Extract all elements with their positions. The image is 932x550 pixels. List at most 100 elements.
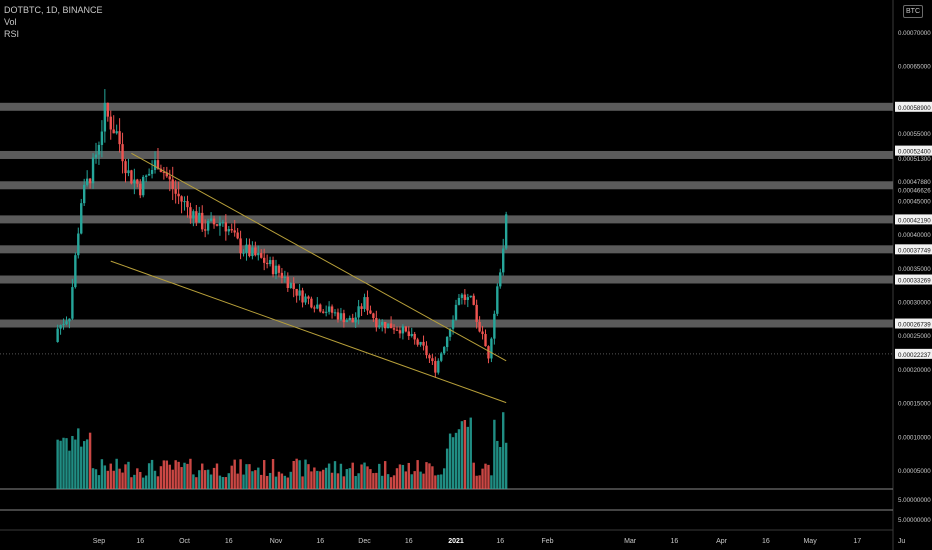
trendline-0 — [131, 152, 507, 362]
candle-body — [260, 252, 263, 258]
candle-body — [460, 294, 464, 298]
volume-bar — [239, 459, 242, 489]
candle-body — [127, 170, 130, 174]
candle-body — [218, 222, 222, 226]
volume-bar — [260, 474, 263, 489]
candle-body — [124, 161, 127, 174]
candle-body — [283, 276, 287, 279]
candle-body — [195, 211, 198, 223]
time-axis-label: 16 — [496, 538, 504, 545]
candle-body — [221, 222, 225, 224]
volume-bar — [469, 417, 472, 489]
volume-bar — [383, 461, 387, 489]
candle-body — [153, 160, 157, 170]
candle-body — [230, 229, 233, 231]
rsi-indicator-label[interactable]: RSI — [4, 29, 20, 39]
resistance-zone-3 — [0, 215, 893, 224]
volume-bar — [112, 470, 115, 489]
candle-body — [472, 295, 475, 305]
volume-bar — [230, 465, 233, 489]
volume-bar — [339, 463, 343, 489]
time-axis-label: 2021 — [448, 538, 464, 545]
volume-bar — [407, 462, 410, 489]
volume-bar — [268, 472, 272, 489]
volume-bar — [201, 463, 204, 489]
candle-body — [496, 286, 499, 314]
candle-body — [301, 290, 304, 303]
volume-bar — [233, 459, 236, 489]
volume-bar — [478, 475, 481, 489]
candle-body — [289, 283, 292, 288]
volume-bar — [171, 469, 174, 489]
candle-body — [59, 325, 62, 329]
candle-body — [316, 304, 319, 309]
symbol-title[interactable]: DOTBTC, 1D, BINANCE — [4, 5, 103, 15]
candle-body — [227, 229, 230, 232]
volume-bar — [80, 446, 83, 489]
candle-body — [251, 247, 254, 257]
price-axis-label: 0.00025000 — [898, 333, 931, 340]
candle-body — [504, 214, 508, 249]
price-axis-label: 0.00022237 — [898, 352, 931, 359]
volume-bar — [94, 469, 98, 489]
candle-body — [493, 313, 496, 339]
volume-bar — [71, 435, 74, 489]
candle-body — [448, 328, 452, 337]
volume-bar — [327, 463, 331, 489]
candle-body — [457, 297, 461, 305]
candle-body — [389, 323, 393, 329]
chart-legend: DOTBTC, 1D, BINANCE Vol RSI — [4, 4, 103, 40]
candle-body — [139, 183, 142, 196]
candle-body — [106, 102, 110, 117]
candle-body — [271, 260, 275, 275]
currency-badge[interactable]: BTC — [903, 5, 923, 18]
candle-body — [313, 307, 316, 309]
volume-bar — [410, 474, 413, 489]
candle-body — [386, 323, 390, 329]
candle-body — [369, 310, 372, 314]
candle-body — [142, 176, 145, 196]
volume-bar — [88, 432, 92, 489]
volume-bar — [248, 464, 251, 489]
volume-bar — [437, 474, 440, 489]
candle-body — [97, 144, 101, 155]
candle-body — [398, 330, 402, 334]
candle-body — [236, 232, 239, 239]
candle-body — [407, 331, 410, 337]
volume-indicator-label[interactable]: Vol — [4, 17, 17, 27]
volume-bar — [118, 468, 121, 489]
volume-bar — [392, 475, 396, 489]
candle-body — [490, 338, 493, 359]
candle-body — [322, 311, 325, 313]
price-axis-label: 0.00026739 — [898, 322, 931, 329]
price-tag-box — [895, 101, 932, 112]
candle-body — [183, 201, 186, 203]
volume-bar — [277, 471, 281, 489]
candle-body — [437, 360, 440, 373]
candle-body — [165, 172, 169, 177]
candle-body — [62, 324, 65, 326]
volume-bar — [330, 472, 334, 489]
candle-body — [440, 353, 443, 361]
candle-body — [85, 178, 89, 185]
volume-bar — [224, 477, 228, 489]
volume-bar — [245, 464, 248, 489]
volume-bar — [254, 470, 257, 489]
candle-body — [413, 333, 416, 340]
price-axis-label: 0.00052400 — [898, 149, 931, 156]
volume-bar — [280, 473, 284, 489]
candle-body — [147, 173, 151, 176]
candle-body — [327, 306, 331, 312]
candle-body — [416, 339, 419, 345]
candle-body — [372, 313, 375, 319]
candle-body — [189, 207, 192, 219]
volume-bar — [215, 463, 219, 489]
volume-bar — [165, 460, 169, 489]
volume-bar — [454, 432, 458, 489]
candle-body — [354, 317, 357, 323]
candle-body — [94, 154, 98, 158]
candle-body — [351, 317, 354, 323]
candle-body — [401, 326, 405, 334]
candle-body — [410, 333, 413, 337]
